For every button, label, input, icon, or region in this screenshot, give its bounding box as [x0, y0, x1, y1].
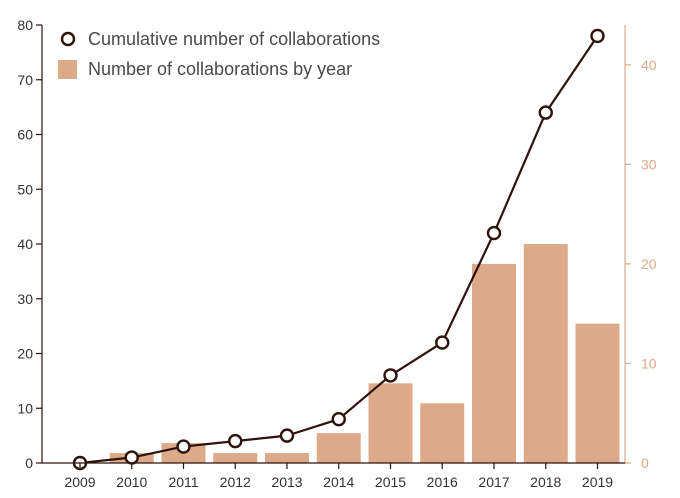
left-tick-label-40: 40: [17, 236, 33, 252]
x-tick-label-2010: 2010: [116, 474, 147, 490]
left-tick-label-10: 10: [17, 400, 33, 416]
point-2013: [279, 428, 295, 443]
x-tick-label-2012: 2012: [220, 474, 251, 490]
point-2019: [590, 28, 605, 44]
x-tick-label-2009: 2009: [64, 474, 95, 490]
legend-line-marker: [60, 31, 76, 47]
x-tick-label-2011: 2011: [168, 474, 198, 490]
x-tick-label-2017: 2017: [478, 474, 509, 490]
x-tick-label-2016: 2016: [427, 474, 458, 490]
point-2015: [383, 368, 398, 383]
bar-2019: [575, 323, 620, 463]
legend: Cumulative number of collaborations Numb…: [58, 29, 380, 79]
bars-layer: [109, 244, 620, 463]
bar-2014: [316, 433, 361, 463]
point-2010: [124, 450, 139, 465]
right-tick-label-20: 20: [641, 256, 657, 272]
point-2016: [435, 335, 450, 350]
left-tick-label-60: 60: [17, 127, 33, 143]
left-tick-label-20: 20: [17, 346, 33, 362]
left-tick-label-0: 0: [25, 455, 33, 471]
right-tick-label-0: 0: [641, 455, 649, 471]
legend-bar-label: Number of collaborations by year: [88, 59, 352, 79]
cumulative-line: [79, 35, 599, 465]
right-tick-label-30: 30: [641, 156, 657, 172]
point-2011: [176, 439, 191, 454]
x-tick-label-2019: 2019: [582, 474, 613, 490]
bar-2015: [368, 383, 413, 463]
point-2017: [486, 225, 502, 241]
point-2018: [538, 105, 553, 120]
legend-bar-swatch: [58, 60, 77, 79]
point-2014: [331, 412, 346, 427]
bar-2018: [523, 244, 568, 463]
left-tick-label-50: 50: [17, 181, 33, 197]
left-tick-label-70: 70: [17, 72, 33, 88]
x-tick-label-2018: 2018: [530, 474, 561, 490]
axes-layer: 0 10 20 30 40 50 60 70 80 0 10 20 30 40 2009 2010 2011 20…: [17, 17, 656, 490]
x-tick-label-2013: 2013: [271, 474, 302, 490]
right-tick-label-40: 40: [641, 57, 657, 73]
left-tick-label-80: 80: [17, 17, 33, 33]
bar-2017: [472, 263, 516, 463]
x-tick-label-2015: 2015: [375, 474, 406, 490]
bar-2013: [265, 453, 309, 463]
right-tick-label-10: 10: [641, 355, 657, 371]
legend-line-label: Cumulative number of collaborations: [88, 29, 380, 49]
bar-2012: [213, 453, 258, 463]
bar-2016: [420, 403, 465, 463]
x-tick-label-2014: 2014: [323, 474, 354, 490]
point-2012: [228, 433, 243, 449]
left-tick-label-30: 30: [17, 291, 33, 307]
